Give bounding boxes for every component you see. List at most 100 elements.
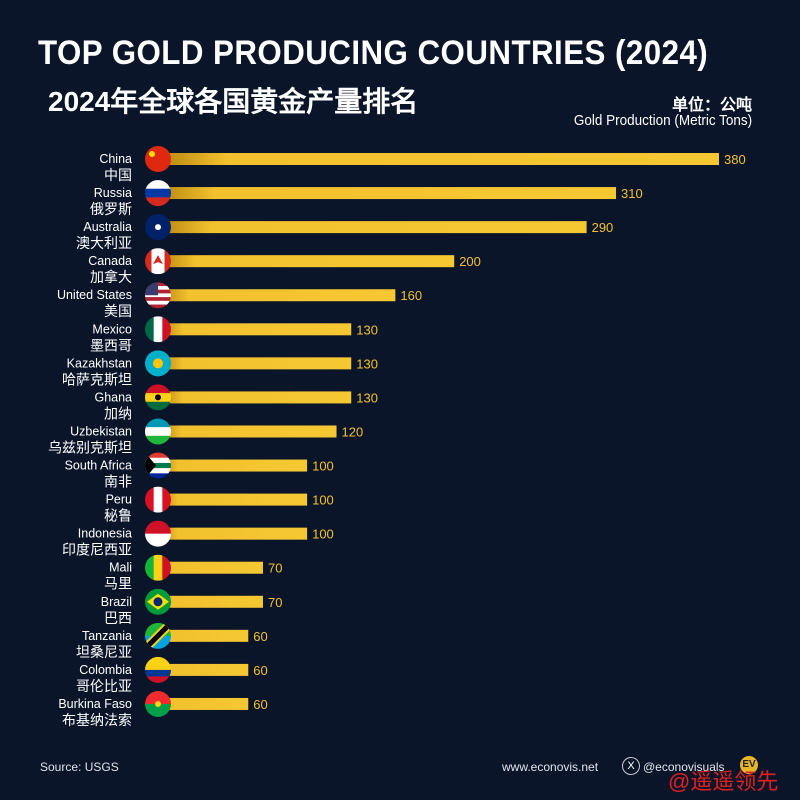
china-flag-icon xyxy=(145,146,171,172)
data-label: 60 xyxy=(253,663,267,678)
data-label: 290 xyxy=(592,220,614,235)
data-label: 120 xyxy=(342,424,364,439)
bar-row-china: 380 China 中国 xyxy=(99,146,746,184)
bar xyxy=(160,391,352,404)
country-label-cn: 巴西 xyxy=(104,611,132,627)
country-label-cn: 坦桑尼亚 xyxy=(76,645,132,661)
data-label: 60 xyxy=(253,629,267,644)
bar-row-united-states: 160 United States 美国 xyxy=(57,282,422,320)
bar xyxy=(160,629,249,642)
kazakhstan-flag-icon xyxy=(145,350,171,377)
chart-title: TOP GOLD PRODUCING COUNTRIES (2024) xyxy=(38,34,709,72)
unit-label-en: Gold Production (Metric Tons) xyxy=(573,112,752,129)
bar-row-uzbekistan: 120 Uzbekistan 乌兹别克斯坦 xyxy=(48,418,363,456)
country-label-cn: 澳大利亚 xyxy=(76,236,132,252)
peru-flag-icon xyxy=(145,486,171,513)
watermark: @遥遥领先 xyxy=(668,769,779,794)
country-label-en: Uzbekistan xyxy=(70,424,132,438)
country-label-cn: 马里 xyxy=(104,577,132,593)
country-label-en: Kazakhstan xyxy=(67,356,132,370)
bar-row-mexico: 130 Mexico 墨西哥 xyxy=(90,316,378,354)
ghana-flag-icon xyxy=(145,384,171,411)
bar xyxy=(160,255,455,268)
bar-row-brazil: 70 Brazil 巴西 xyxy=(101,588,282,627)
indonesia-flag-icon xyxy=(145,520,171,547)
data-label: 70 xyxy=(268,595,282,610)
bar xyxy=(160,153,719,165)
bar xyxy=(160,221,587,234)
bar-row-mali: 70 Mali 马里 xyxy=(104,554,282,593)
data-label: 200 xyxy=(459,254,481,269)
country-label-en: Ghana xyxy=(94,390,132,404)
country-label-en: Australia xyxy=(83,220,132,234)
australia-flag-icon xyxy=(145,214,171,241)
bar xyxy=(160,561,263,574)
country-label-en: Mali xyxy=(109,561,132,575)
bar xyxy=(160,187,617,200)
country-label-en: Burkina Faso xyxy=(58,697,132,711)
south-africa-flag-icon xyxy=(145,452,171,479)
bar-row-australia: 290 Australia 澳大利亚 xyxy=(76,214,613,252)
data-label: 130 xyxy=(356,322,378,337)
data-label: 100 xyxy=(312,527,334,542)
social-handle[interactable]: @econovisuals xyxy=(643,760,725,774)
country-label-en: Mexico xyxy=(92,322,132,336)
bar xyxy=(160,425,337,438)
x-logo-icon: X xyxy=(622,757,640,775)
country-label-cn: 墨西哥 xyxy=(90,338,132,354)
data-label: 60 xyxy=(253,697,267,712)
bar xyxy=(160,357,352,370)
bar-row-peru: 100 Peru 秘鲁 xyxy=(104,486,334,525)
country-label-en: Brazil xyxy=(101,595,132,609)
bar xyxy=(160,493,308,506)
country-label-cn: 加纳 xyxy=(104,406,132,422)
data-label: 130 xyxy=(356,390,378,405)
burkina-faso-flag-icon xyxy=(145,690,171,717)
data-label: 70 xyxy=(268,561,282,576)
canada-flag-icon xyxy=(145,248,171,275)
bar xyxy=(160,289,396,302)
country-label-en: United States xyxy=(57,288,132,302)
bar-row-tanzania: 60 Tanzania 坦桑尼亚 xyxy=(76,622,268,661)
country-label-en: Colombia xyxy=(79,663,132,677)
data-label: 130 xyxy=(356,356,378,371)
uzbekistan-flag-icon xyxy=(145,418,171,445)
bar-row-south-africa: 100 South Africa 南非 xyxy=(65,452,334,491)
mali-flag-icon xyxy=(145,554,171,581)
country-label-cn: 秘鲁 xyxy=(104,509,132,525)
country-label-cn: 哥伦比亚 xyxy=(76,679,132,695)
country-label-cn: 乌兹别克斯坦 xyxy=(48,440,132,456)
country-label-cn: 南非 xyxy=(104,475,132,491)
bar-row-ghana: 130 Ghana 加纳 xyxy=(94,384,378,422)
brazil-flag-icon xyxy=(145,588,171,615)
bar xyxy=(160,595,263,608)
usa-flag-icon xyxy=(145,282,171,309)
website-link[interactable]: www.econovis.net xyxy=(502,760,599,774)
bar xyxy=(160,323,352,336)
bar xyxy=(160,663,249,676)
russia-flag-icon xyxy=(145,180,171,207)
colombia-flag-icon xyxy=(145,656,171,683)
country-label-en: Tanzania xyxy=(82,629,132,643)
tanzania-flag-icon xyxy=(145,622,171,649)
country-label-en: South Africa xyxy=(65,459,132,473)
bar xyxy=(160,697,249,710)
bar-chart: 380China中国310Russia俄罗斯290Australia澳大利亚20… xyxy=(48,146,746,729)
data-label: 310 xyxy=(621,186,643,201)
country-label-en: Peru xyxy=(106,493,132,507)
country-label-en: Indonesia xyxy=(78,527,132,541)
country-label-cn: 哈萨克斯坦 xyxy=(62,372,132,388)
source-label: Source: USGS xyxy=(40,760,119,774)
country-label-cn: 美国 xyxy=(104,304,132,320)
bar-row-russia: 310 Russia 俄罗斯 xyxy=(90,180,643,218)
data-label: 160 xyxy=(400,288,422,303)
country-label-en: China xyxy=(99,152,132,166)
country-label-cn: 布基纳法索 xyxy=(62,712,132,729)
data-label: 380 xyxy=(724,152,746,167)
country-label-en: Russia xyxy=(94,186,132,200)
country-label-cn: 加拿大 xyxy=(90,269,132,286)
unit-label-cn: 单位：公吨 xyxy=(671,97,752,114)
data-label: 100 xyxy=(312,459,334,474)
